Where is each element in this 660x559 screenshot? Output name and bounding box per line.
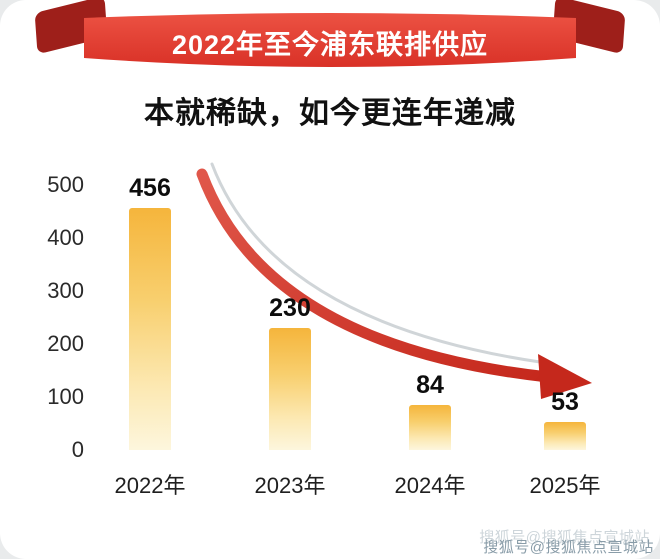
bar-value-label: 53 xyxy=(551,387,579,416)
y-axis-label: 0 xyxy=(71,437,84,462)
y-axis-label: 100 xyxy=(47,384,84,409)
y-axis-label: 500 xyxy=(47,172,84,197)
chart-title: 2022年至今浦东联排供应 xyxy=(171,29,489,60)
chart-subtitle: 本就稀缺，如今更连年递减 xyxy=(144,97,516,130)
watermark-ghost: 搜狐号@搜狐焦点宣城站 xyxy=(479,529,650,546)
title-ribbon: 2022年至今浦东联排供应 xyxy=(0,0,660,96)
y-axis-label: 300 xyxy=(47,278,84,303)
bar-value-label: 230 xyxy=(269,294,311,323)
x-axis-label: 2024年 xyxy=(394,473,466,498)
bar-2022年 xyxy=(129,208,171,450)
bar-value-label: 456 xyxy=(129,174,171,203)
decline-arrow-icon xyxy=(196,162,592,399)
ribbon-shape xyxy=(84,13,576,67)
watermark: 搜狐号@搜狐焦点宣城站 xyxy=(483,539,654,556)
bar-chart: 0 100 200 300 400 500 456 2022年 230 2023年 84 2024年 5… xyxy=(0,150,660,510)
x-axis-label: 2022年 xyxy=(114,473,186,498)
y-axis-label: 400 xyxy=(47,225,84,250)
bar-2023年 xyxy=(269,328,311,450)
x-axis-label: 2023年 xyxy=(254,473,326,498)
bar-2024年 xyxy=(409,405,451,450)
bar-2025年 xyxy=(544,421,586,450)
x-axis-label: 2025年 xyxy=(529,473,601,498)
y-axis-label: 200 xyxy=(47,331,84,356)
bar-value-label: 84 xyxy=(416,371,444,400)
